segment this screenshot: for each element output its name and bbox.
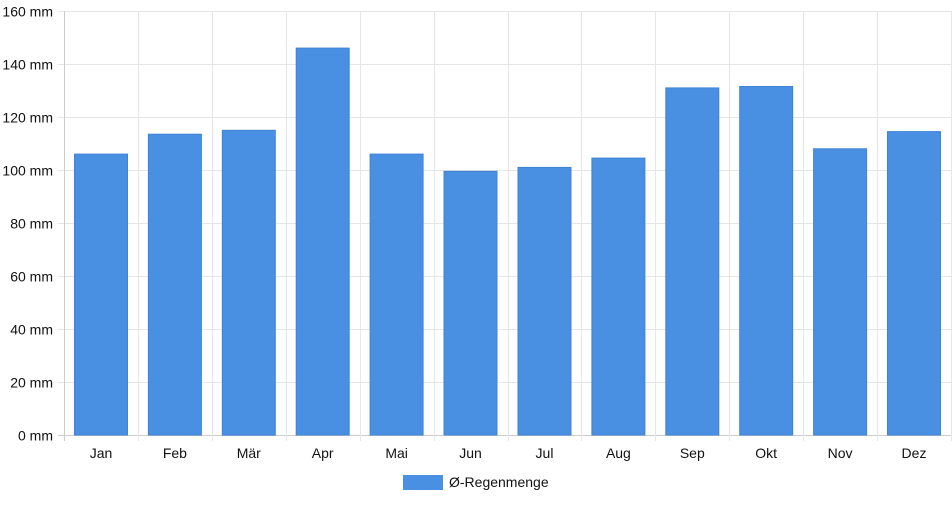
y-axis-labels: 0 mm 20 mm 40 mm 60 mm 80 mm 100 mm 120 mm 140 … (2, 4, 53, 444)
y-tick-label: 80 mm (10, 216, 53, 232)
y-tick-label: 40 mm (10, 322, 53, 338)
bar-dez[interactable] (887, 131, 941, 436)
x-tick-label: Jun (459, 445, 482, 461)
x-tick-label: Apr (312, 445, 334, 461)
x-axis-labels: Jan Feb Mär Apr Mai Jun Jul Aug Sep Okt Nov Dez (90, 445, 927, 461)
bar-aug[interactable] (591, 157, 646, 436)
x-tick-label: Nov (828, 445, 853, 461)
bar-jul[interactable] (517, 166, 572, 436)
y-tick-label: 120 mm (2, 110, 53, 126)
x-tick-label: Jul (536, 445, 554, 461)
y-tick-label: 0 mm (18, 428, 53, 444)
x-tick-label: Jan (90, 445, 113, 461)
x-tick-label: Okt (755, 445, 777, 461)
x-tick-label: Mär (237, 445, 261, 461)
bar-apr[interactable] (295, 47, 350, 436)
y-tick-label: 20 mm (10, 375, 53, 391)
bar-mai[interactable] (369, 153, 424, 436)
bar-feb[interactable] (147, 133, 202, 436)
y-tick-label: 160 mm (2, 4, 53, 20)
legend-label[interactable]: Ø-Regenmenge (449, 474, 549, 490)
x-tick-label: Aug (606, 445, 631, 461)
legend-swatch[interactable] (403, 475, 443, 490)
bar-jan[interactable] (74, 153, 128, 436)
y-tick-label: 140 mm (2, 57, 53, 73)
x-tick-label: Sep (680, 445, 705, 461)
bar-okt[interactable] (739, 86, 794, 436)
bar-nov[interactable] (813, 148, 868, 436)
bar-jun[interactable] (443, 170, 498, 436)
x-tick-label: Feb (163, 445, 187, 461)
bar-mär[interactable] (221, 129, 276, 436)
y-tick-label: 60 mm (10, 269, 53, 285)
y-tick-label: 100 mm (2, 163, 53, 179)
legend[interactable]: Ø-Regenmenge (403, 474, 549, 490)
x-tick-label: Mai (385, 445, 408, 461)
x-tick-label: Dez (902, 445, 927, 461)
bars-layer (74, 47, 941, 436)
bar-sep[interactable] (665, 87, 720, 436)
